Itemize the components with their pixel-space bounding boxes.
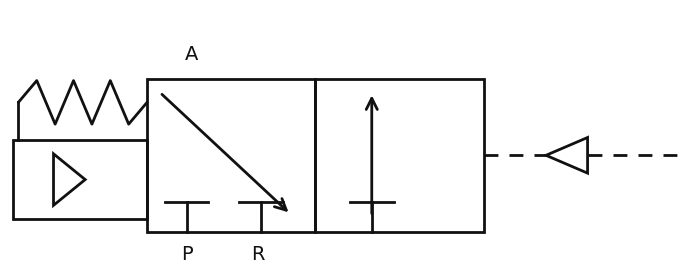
Text: A: A <box>185 45 198 64</box>
Text: R: R <box>251 245 265 264</box>
Text: P: P <box>181 245 193 264</box>
